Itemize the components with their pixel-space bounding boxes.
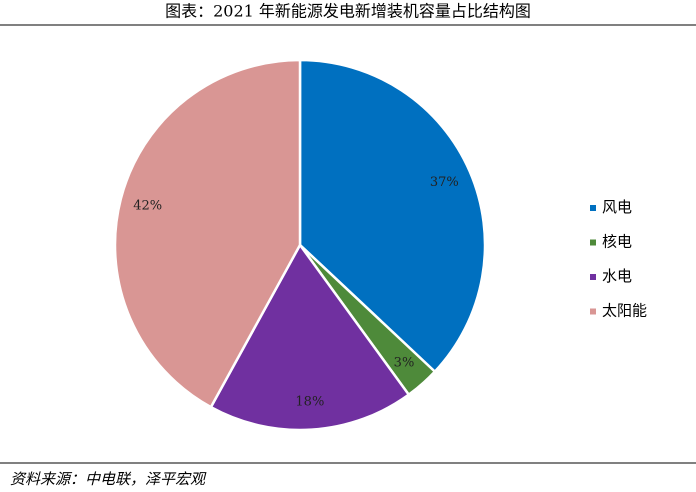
pie-slice [113, 58, 302, 409]
data-label: 37% [430, 175, 459, 190]
legend-label: 水电 [602, 267, 632, 285]
legend-marker [590, 308, 596, 315]
legend-marker [590, 274, 596, 280]
legend-label: 太阳能 [602, 302, 647, 320]
legend-label: 核电 [602, 233, 632, 251]
data-label: 18% [295, 394, 324, 409]
chart-title: 图表：2021 年新能源发电新增装机容量占比结构图 [165, 2, 531, 21]
legend-label: 风电 [602, 198, 632, 216]
pie-slice [298, 58, 487, 374]
data-label: 3% [394, 355, 415, 370]
legend-marker [590, 239, 596, 246]
pie-slice [209, 242, 411, 432]
source-note: 资料来源：中电联，泽平宏观 [10, 470, 207, 488]
data-label: 42% [133, 198, 162, 213]
legend-marker [590, 205, 596, 211]
